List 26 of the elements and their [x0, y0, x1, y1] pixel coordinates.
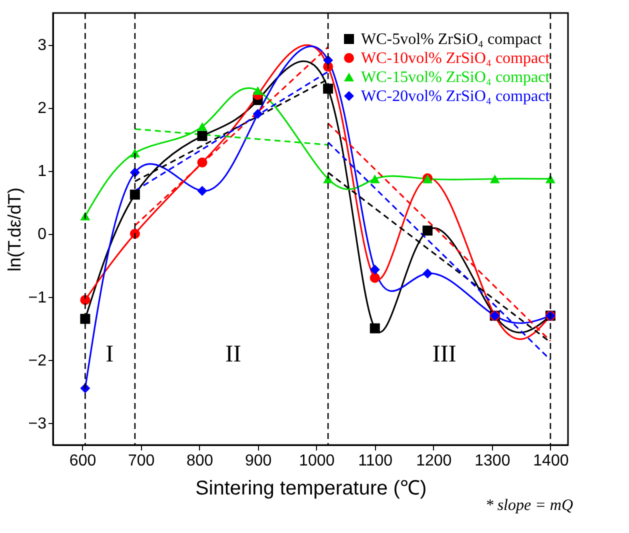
annotation: II [225, 341, 242, 368]
y-tick-label: −2 [28, 352, 47, 370]
y-tick-label: −3 [28, 415, 47, 432]
legend-label: WC-15vol% ZrSiO₄ compact [361, 69, 550, 86]
x-tick-label: 1200 [416, 452, 452, 470]
annotation: III [432, 341, 456, 368]
legend-label: WC-20vol% ZrSiO₄ compact [361, 88, 550, 105]
y-axis-title: ln(T.dε/dT) [4, 187, 24, 272]
y-tick-label: −1 [28, 289, 47, 306]
x-axis-title: Sintering temperature (℃) [195, 478, 427, 500]
x-tick-label: 1000 [299, 452, 335, 470]
x-tick-label: 700 [128, 452, 155, 470]
y-tick-label: 2 [38, 100, 47, 118]
text: * slope = mQ [485, 497, 574, 514]
y-tick-label: 3 [38, 37, 47, 54]
y-tick-label: 0 [38, 226, 47, 244]
x-tick-label: 1100 [358, 452, 393, 470]
y-tick-label: 1 [38, 163, 47, 180]
annotation: I [106, 341, 114, 368]
x-tick-label: 1400 [533, 452, 569, 470]
legend-label: WC-10vol% ZrSiO₄ compact [361, 50, 550, 67]
x-tick-label: 900 [244, 452, 272, 470]
x-tick-label: 1300 [474, 452, 510, 470]
legend-label: WC-5vol% ZrSiO₄ compact [361, 31, 542, 48]
x-tick-label: 600 [69, 452, 96, 470]
x-tick-label: 800 [186, 452, 214, 470]
